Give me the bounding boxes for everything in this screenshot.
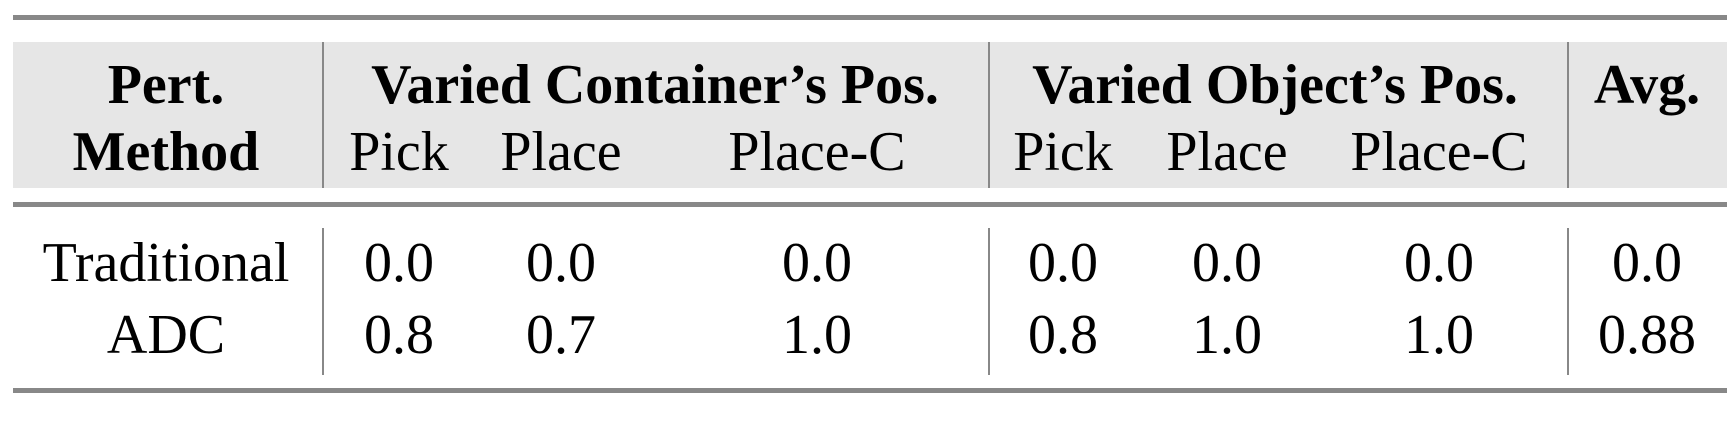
header-background [13,42,1727,188]
divider-avg-body [1567,228,1569,375]
subheader-place-c: Place-C [728,121,906,183]
cell-avg: 0.0 [1612,232,1682,294]
header-method-line2: Method [72,121,260,183]
cell-value: 0.0 [1404,232,1474,294]
divider-group [988,42,990,188]
subheader-pick: Pick [349,121,449,183]
cell-value: 0.8 [364,304,434,366]
header-method-line1: Pert. [107,54,225,116]
cell-value: 0.0 [1028,232,1098,294]
divider-method-body [322,228,324,375]
cell-value: 0.0 [1192,232,1262,294]
cell-value: 1.0 [782,304,852,366]
divider-avg [1567,42,1569,188]
header-avg: Avg. [1593,54,1701,116]
cell-value: 1.0 [1192,304,1262,366]
subheader-place: Place [500,121,622,183]
header-group-container: Varied Container’s Pos. [371,54,939,116]
cell-value: 1.0 [1404,304,1474,366]
cell-value: 0.8 [1028,304,1098,366]
cell-value: 0.0 [782,232,852,294]
cell-value: 0.0 [526,232,596,294]
subheader-place-c: Place-C [1350,121,1528,183]
header-group-object: Varied Object’s Pos. [1032,54,1518,116]
bottom-rule [13,388,1727,393]
top-rule [13,15,1727,20]
divider-group-body [988,228,990,375]
row-method: ADC [106,304,226,366]
subheader-pick: Pick [1013,121,1113,183]
row-method: Traditional [42,232,290,294]
subheader-place: Place [1166,121,1288,183]
mid-rule [13,202,1727,207]
cell-value: 0.0 [364,232,434,294]
cell-value: 0.7 [526,304,596,366]
divider-method [322,42,324,188]
cell-avg: 0.88 [1598,304,1696,366]
